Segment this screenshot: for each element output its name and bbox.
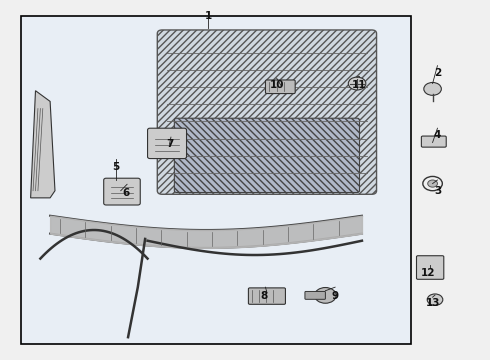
Text: 11: 11	[352, 80, 367, 90]
FancyBboxPatch shape	[305, 292, 325, 299]
Text: 2: 2	[434, 68, 441, 78]
Text: 10: 10	[270, 80, 284, 90]
Text: 9: 9	[332, 291, 339, 301]
Circle shape	[428, 180, 438, 187]
FancyBboxPatch shape	[421, 136, 446, 147]
Text: 12: 12	[420, 268, 435, 278]
FancyBboxPatch shape	[266, 80, 295, 94]
FancyBboxPatch shape	[248, 288, 286, 304]
Circle shape	[427, 294, 443, 305]
Text: 13: 13	[425, 298, 440, 308]
Text: 5: 5	[112, 162, 120, 172]
FancyBboxPatch shape	[104, 178, 140, 205]
Text: 1: 1	[205, 11, 212, 21]
FancyBboxPatch shape	[416, 256, 444, 279]
Text: 6: 6	[122, 188, 129, 198]
Circle shape	[315, 288, 336, 303]
Text: 4: 4	[434, 130, 441, 140]
Circle shape	[348, 77, 366, 90]
FancyBboxPatch shape	[147, 128, 187, 158]
FancyBboxPatch shape	[21, 16, 411, 344]
Text: 3: 3	[434, 186, 441, 196]
Circle shape	[424, 82, 441, 95]
Text: 8: 8	[261, 291, 268, 301]
FancyBboxPatch shape	[174, 118, 360, 193]
Polygon shape	[30, 91, 55, 198]
FancyBboxPatch shape	[157, 30, 376, 194]
Text: 7: 7	[166, 139, 173, 149]
